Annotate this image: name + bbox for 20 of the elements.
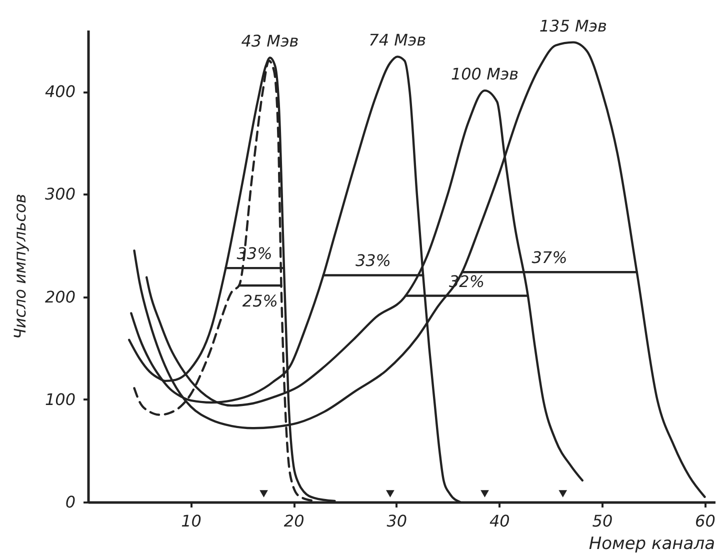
y-tick-label: 200 [44,287,76,306]
series-label: 37% [532,248,568,268]
x-tick-label: 20 [284,512,304,530]
x-tick-label: 50 [592,512,613,530]
series-label: 33% [355,251,392,270]
y-tick-label: 400 [44,82,76,102]
series-label: 135 Мэв [539,16,607,36]
x-axis-title: Номер канала [588,534,715,554]
x-tick-label: 60 [695,512,716,530]
series-label: 43 Мэв [241,32,299,51]
series-label: 74 Мэв [368,30,426,50]
series-label: 100 Мэв [450,64,519,84]
x-tick-label: 30 [386,512,408,530]
y-tick-label: 300 [44,184,76,204]
x-tick-label: 10 [181,512,202,530]
x-tick-label: 40 [489,512,510,530]
y-tick-label: 100 [44,390,76,409]
y-tick-label: 0 [65,492,76,512]
y-axis-title: Число импульсов [10,194,30,340]
series-label: 25% [242,291,278,310]
